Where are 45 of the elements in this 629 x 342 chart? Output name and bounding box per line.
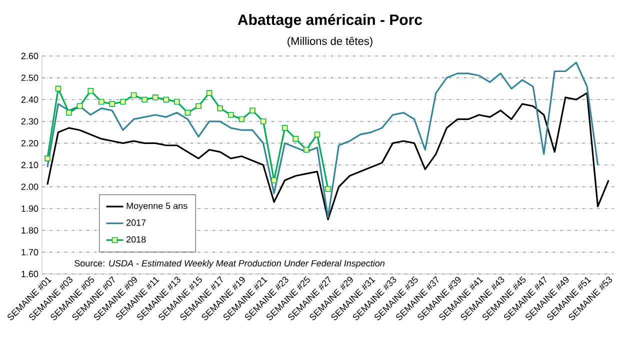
y-tick-label: 2.60	[21, 52, 38, 60]
point	[98, 98, 104, 105]
point	[196, 103, 202, 110]
point	[314, 132, 320, 138]
point	[163, 96, 170, 102]
y-tick-label: 2.20	[21, 140, 38, 146]
point	[292, 136, 299, 142]
point	[217, 105, 223, 112]
chart-title: Abattage américain - Porc	[238, 14, 422, 28]
y-tick-label: 1.60	[22, 270, 38, 278]
line-series	[46, 62, 599, 218]
point	[206, 90, 212, 96]
point	[325, 186, 331, 192]
y-tick-label: 2.40	[21, 96, 38, 103]
point	[55, 86, 62, 92]
point	[152, 94, 158, 100]
legend-label: 2017	[126, 219, 146, 226]
point	[184, 110, 191, 116]
y-tick-label: 2.30	[21, 118, 38, 125]
y-tick-label: 2.50	[21, 74, 38, 81]
chart-subtitle: (Millions de têtes)	[288, 36, 372, 48]
point	[66, 110, 72, 116]
point	[44, 156, 50, 162]
point	[174, 98, 180, 105]
point	[88, 88, 94, 94]
y-tick-label: 1.80	[22, 227, 38, 234]
y-tick-label: 2.00	[21, 184, 38, 190]
point	[130, 92, 137, 98]
y-tick-label: 2.10	[21, 162, 38, 168]
legend-label: Moyenne 5 ans	[126, 202, 188, 211]
point	[250, 108, 256, 114]
point	[142, 96, 148, 102]
point	[238, 116, 245, 122]
legend-label: 2018	[126, 236, 146, 243]
y-tick-label: 1.90	[22, 205, 38, 212]
point	[120, 98, 126, 105]
point	[228, 112, 234, 118]
point	[260, 118, 266, 124]
point	[76, 103, 83, 110]
point	[304, 146, 310, 153]
point	[109, 101, 116, 107]
point	[271, 177, 277, 184]
point	[282, 125, 288, 131]
y-tick-label: 1.70	[22, 248, 38, 256]
annotation: Source: USDA - Estimated Weekly Meat Production Under Federal Inspection	[74, 260, 384, 268]
